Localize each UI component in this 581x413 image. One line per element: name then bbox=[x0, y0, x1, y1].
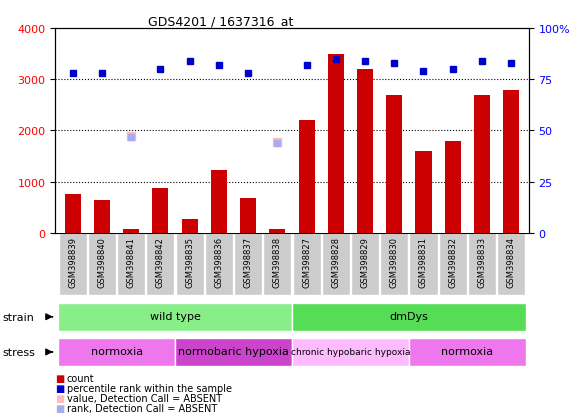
Text: GSM398840: GSM398840 bbox=[98, 236, 106, 287]
Bar bbox=[182, 219, 198, 233]
Bar bbox=[380, 233, 408, 295]
Text: normobaric hypoxia: normobaric hypoxia bbox=[178, 347, 289, 356]
Bar bbox=[205, 233, 233, 295]
Text: percentile rank within the sample: percentile rank within the sample bbox=[67, 383, 232, 393]
Bar bbox=[409, 338, 526, 366]
Text: GSM398839: GSM398839 bbox=[68, 236, 77, 287]
Bar bbox=[386, 95, 402, 233]
Bar bbox=[415, 152, 432, 233]
Text: GSM398837: GSM398837 bbox=[243, 236, 253, 287]
Text: stress: stress bbox=[3, 347, 36, 357]
Text: GSM398835: GSM398835 bbox=[185, 236, 194, 287]
Bar bbox=[270, 230, 285, 233]
Text: ■: ■ bbox=[55, 403, 64, 413]
Text: GSM398831: GSM398831 bbox=[419, 236, 428, 287]
Bar bbox=[123, 229, 139, 233]
Bar bbox=[58, 338, 175, 366]
Text: GSM398842: GSM398842 bbox=[156, 236, 165, 287]
Text: chronic hypobaric hypoxia: chronic hypobaric hypoxia bbox=[290, 347, 410, 356]
Title: GDS4201 / 1637316_at: GDS4201 / 1637316_at bbox=[148, 15, 293, 28]
Bar bbox=[474, 95, 490, 233]
Text: normoxia: normoxia bbox=[91, 347, 143, 356]
Bar bbox=[64, 195, 81, 233]
Text: count: count bbox=[67, 373, 95, 383]
Bar bbox=[58, 303, 292, 331]
Bar bbox=[234, 233, 262, 295]
Text: dmDys: dmDys bbox=[389, 311, 428, 321]
Bar bbox=[94, 200, 110, 233]
Bar bbox=[211, 171, 227, 233]
Bar bbox=[357, 70, 373, 233]
Text: ■: ■ bbox=[55, 393, 64, 403]
Text: ■: ■ bbox=[55, 373, 64, 383]
Text: GSM398841: GSM398841 bbox=[127, 236, 136, 287]
Bar bbox=[351, 233, 379, 295]
Bar bbox=[152, 189, 168, 233]
Bar bbox=[292, 338, 409, 366]
Bar bbox=[439, 233, 467, 295]
Bar bbox=[468, 233, 496, 295]
Text: rank, Detection Call = ABSENT: rank, Detection Call = ABSENT bbox=[67, 403, 217, 413]
Text: strain: strain bbox=[3, 312, 35, 322]
Text: GSM398838: GSM398838 bbox=[273, 236, 282, 287]
Bar bbox=[503, 91, 519, 233]
Bar bbox=[117, 233, 145, 295]
Bar bbox=[175, 338, 292, 366]
Bar bbox=[175, 233, 204, 295]
Bar bbox=[293, 233, 321, 295]
Bar bbox=[322, 233, 350, 295]
Text: value, Detection Call = ABSENT: value, Detection Call = ABSENT bbox=[67, 393, 222, 403]
Text: GSM398832: GSM398832 bbox=[448, 236, 457, 287]
Text: GSM398833: GSM398833 bbox=[478, 236, 486, 287]
Bar bbox=[328, 55, 344, 233]
Text: ■: ■ bbox=[55, 383, 64, 393]
Bar bbox=[444, 141, 461, 233]
Text: normoxia: normoxia bbox=[441, 347, 493, 356]
Bar bbox=[146, 233, 174, 295]
Text: GSM398829: GSM398829 bbox=[361, 236, 370, 287]
Bar bbox=[88, 233, 116, 295]
Bar bbox=[263, 233, 291, 295]
Bar bbox=[299, 121, 314, 233]
Bar bbox=[497, 233, 525, 295]
Bar bbox=[240, 199, 256, 233]
Bar bbox=[292, 303, 526, 331]
Text: GSM398828: GSM398828 bbox=[331, 236, 340, 287]
Bar bbox=[59, 233, 87, 295]
Text: wild type: wild type bbox=[149, 311, 200, 321]
Text: GSM398836: GSM398836 bbox=[214, 236, 223, 287]
Bar bbox=[410, 233, 437, 295]
Text: GSM398834: GSM398834 bbox=[507, 236, 516, 287]
Text: GSM398827: GSM398827 bbox=[302, 236, 311, 287]
Text: GSM398830: GSM398830 bbox=[390, 236, 399, 287]
